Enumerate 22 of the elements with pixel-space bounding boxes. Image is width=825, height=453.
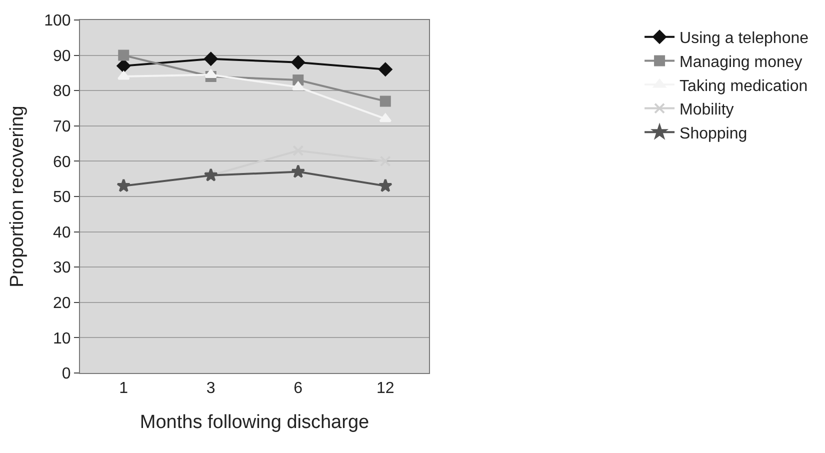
legend-label: Mobility — [680, 102, 734, 119]
x-tick-label: 6 — [294, 380, 303, 398]
legend-label: Taking medication — [680, 78, 808, 95]
y-tick-label: 10 — [53, 330, 71, 348]
x-axis-title: Months following discharge — [140, 412, 370, 433]
x-tick-label: 12 — [376, 380, 394, 398]
y-tick-label: 20 — [53, 295, 71, 312]
y-tick-label: 100 — [44, 12, 71, 30]
x-tick-label: 3 — [206, 380, 216, 398]
y-tick-label: 90 — [53, 48, 71, 65]
y-tick-label: 80 — [53, 83, 71, 100]
legend-label: Managing money — [680, 54, 802, 71]
y-tick-label: 50 — [53, 189, 71, 206]
legend-label: Using a telephone — [680, 30, 809, 48]
y-tick-label: 60 — [53, 154, 71, 171]
x-tick-label: 1 — [119, 380, 128, 398]
legend-label: Shopping — [680, 125, 748, 142]
y-tick-label: 30 — [53, 260, 71, 277]
y-tick-label: 0 — [62, 366, 71, 383]
y-tick-label: 40 — [53, 224, 71, 242]
y-tick-label: 70 — [53, 118, 71, 136]
y-axis-title: Proportion recovering — [6, 106, 28, 288]
